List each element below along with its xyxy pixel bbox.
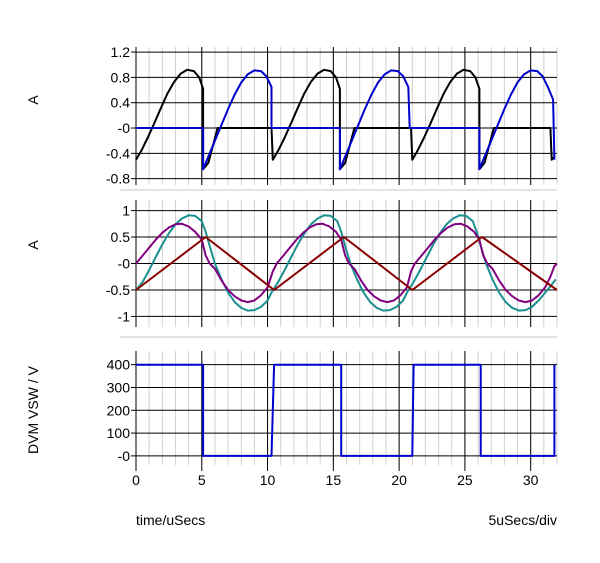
x-tick-label: 30	[523, 472, 539, 488]
y-tick-label: 100	[107, 425, 131, 441]
panels: 1.20.80.4-0-0.4-0.8A10.5-0-0.5-1A4003002…	[25, 44, 558, 488]
y-tick-label: 0.8	[111, 69, 131, 85]
time-axis-label: time/uSecs	[136, 512, 205, 528]
time-scale-label: 5uSecs/div	[489, 512, 557, 528]
y-axis-label: DVM VSW / V	[25, 365, 41, 454]
x-tick-label: 25	[457, 472, 473, 488]
series-line-1	[135, 214, 557, 312]
y-tick-label: 400	[107, 357, 131, 373]
series-line-2	[136, 69, 556, 171]
y-axis-label: A	[25, 95, 41, 105]
x-tick-label: 0	[132, 472, 140, 488]
y-tick-label: 200	[107, 402, 131, 418]
y-tick-label: 1.2	[111, 44, 131, 60]
y-tick-label: -0	[118, 120, 131, 136]
y-tick-label: 0.5	[111, 229, 131, 245]
chart-panel-3: 400 300 200 100 -0 DVM VSW / V 0 5 10 15 20 25 30	[25, 351, 558, 488]
y-axis-label: A	[25, 240, 41, 250]
y-tick-label: 0.4	[111, 95, 131, 111]
y-tick-label: -0.4	[106, 145, 130, 161]
y-tick-label: 300	[107, 379, 131, 395]
y-tick-label: -0	[118, 256, 131, 272]
y-tick-label: 1	[122, 203, 130, 219]
x-tick-label: 10	[260, 472, 276, 488]
series-line-1	[136, 363, 556, 457]
x-tick-label: 5	[198, 472, 206, 488]
y-tick-label: -0	[118, 448, 131, 464]
series-line-3	[135, 236, 558, 291]
series-line-1	[135, 68, 556, 171]
chart-panel-1: 1.2 0.8 0.4 -0 -0.4 -0.8 A	[25, 44, 558, 187]
series-line-2	[135, 222, 558, 304]
y-tick-label: -1	[118, 308, 131, 324]
x-tick-label: 20	[391, 472, 407, 488]
chart-panel-2: 1 0.5 -0 -0.5 -1 A	[25, 200, 558, 327]
y-tick-label: -0.5	[106, 282, 130, 298]
x-tick-label: 15	[326, 472, 342, 488]
y-tick-label: -0.8	[106, 171, 130, 187]
